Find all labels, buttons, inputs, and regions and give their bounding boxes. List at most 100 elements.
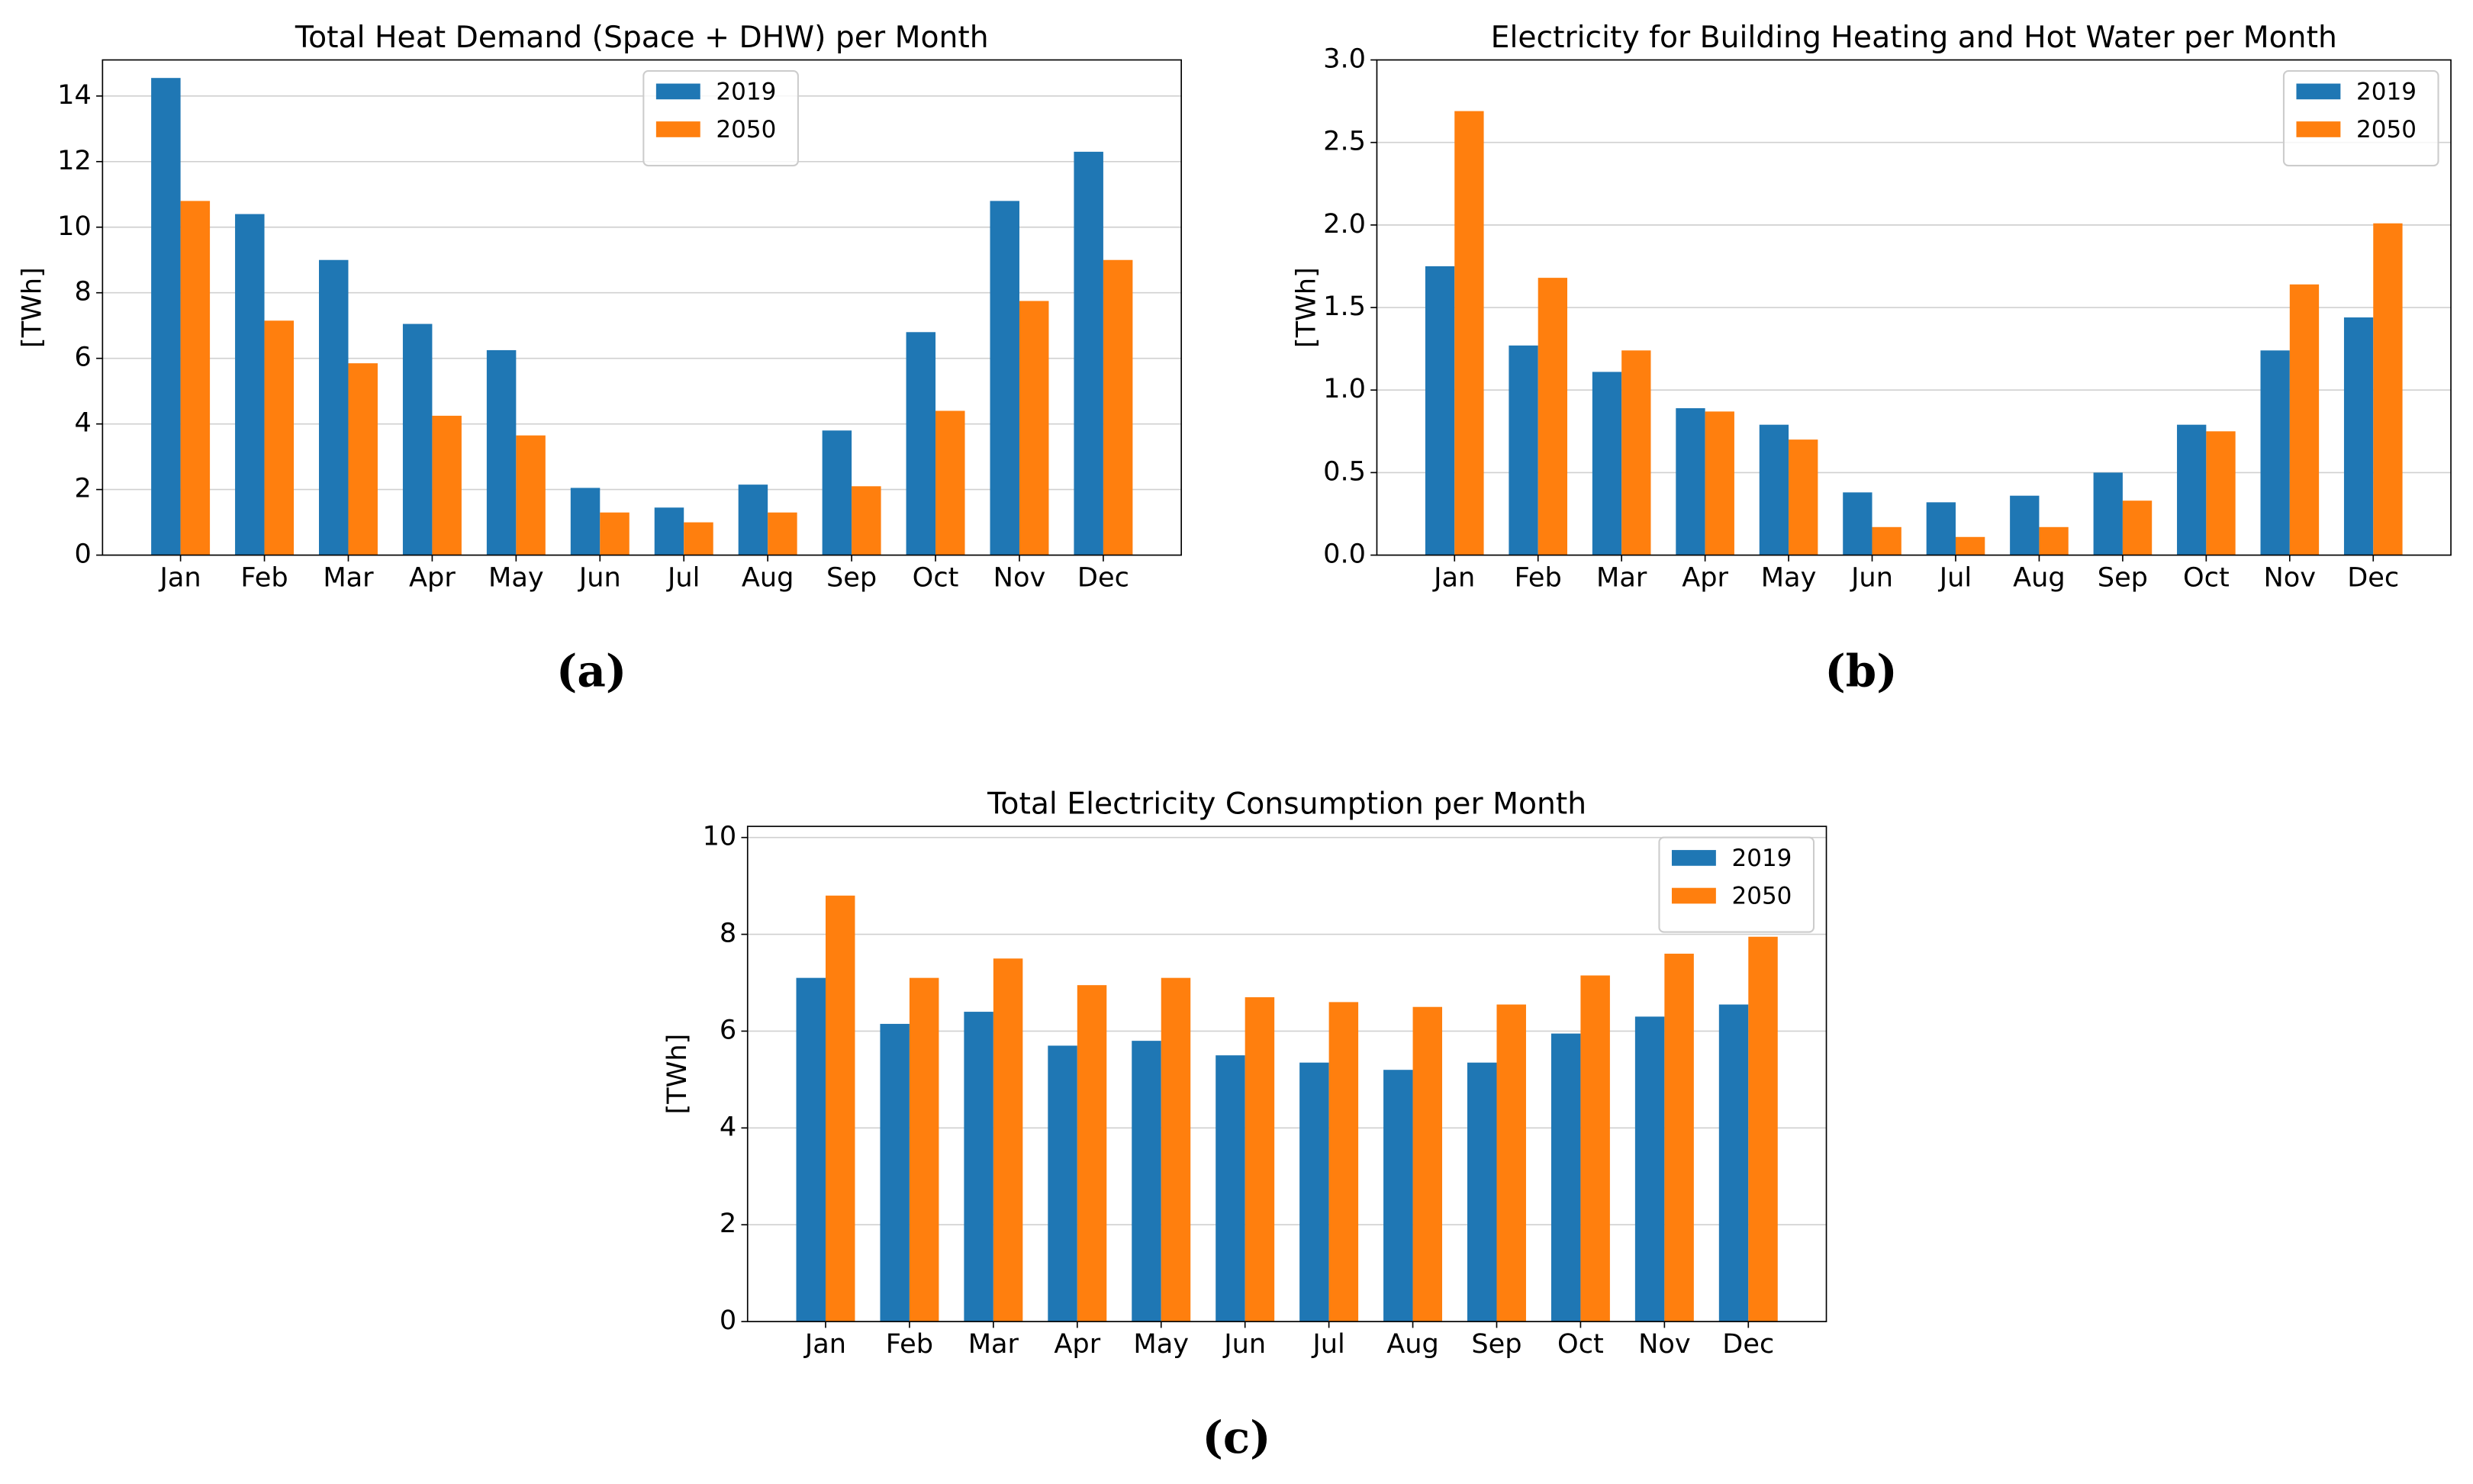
legend-swatch	[1671, 850, 1716, 866]
y-tick-label: 2	[75, 473, 92, 504]
bar	[1245, 997, 1275, 1322]
bar	[516, 435, 546, 555]
bar	[935, 410, 965, 555]
chart-title: Total Heat Demand (Space + DHW) per Mont…	[295, 21, 989, 55]
bar	[2122, 501, 2153, 555]
bar	[2260, 350, 2290, 555]
bar	[993, 958, 1023, 1322]
bar	[1705, 411, 1734, 555]
bar	[1103, 259, 1133, 555]
x-tick-label: Apr	[1682, 562, 1728, 594]
y-tick-label: 6	[720, 1014, 736, 1045]
bar	[654, 507, 684, 555]
y-tick-label: 0	[720, 1305, 736, 1336]
x-tick-label: May	[1133, 1328, 1189, 1360]
x-tick-label: Feb	[886, 1328, 933, 1360]
legend-swatch	[655, 121, 700, 137]
y-tick-label: 8	[720, 918, 736, 949]
y-tick-label: 1.5	[1323, 291, 1366, 322]
bar	[1664, 953, 1694, 1322]
x-tick-label: Sep	[1471, 1328, 1521, 1360]
bar	[486, 349, 517, 555]
bar	[600, 512, 630, 555]
bar	[570, 488, 601, 555]
bar	[180, 201, 211, 555]
x-tick-label: Nov	[1638, 1328, 1691, 1360]
x-tick-label: Nov	[993, 562, 1046, 594]
x-tick-label: Sep	[2098, 562, 2148, 594]
bar	[1926, 502, 1956, 555]
x-tick-label: Apr	[409, 562, 456, 594]
bar	[151, 78, 181, 555]
x-tick-label: Jul	[1311, 1328, 1344, 1360]
x-tick-label: Dec	[2347, 562, 2399, 594]
y-tick-label: 1.0	[1323, 373, 1366, 404]
bar	[1509, 345, 1538, 555]
panel-caption: (c)	[1203, 1412, 1271, 1463]
bar	[990, 201, 1019, 555]
x-tick-label: Apr	[1054, 1328, 1100, 1360]
bar	[2289, 284, 2320, 555]
bar	[1077, 985, 1107, 1322]
bar	[1955, 536, 1985, 555]
legend-label: 2050	[2356, 116, 2417, 143]
x-tick-label: Jun	[1850, 562, 1893, 594]
bar	[825, 895, 855, 1322]
bar	[235, 214, 265, 555]
x-tick-label: Jan	[159, 562, 201, 594]
x-tick-label: Jan	[803, 1328, 846, 1360]
x-tick-label: Mar	[1596, 562, 1647, 594]
bar	[402, 324, 433, 555]
y-tick-label: 4	[720, 1111, 736, 1142]
plot-frame	[746, 826, 1827, 1322]
bar	[822, 430, 852, 555]
bar	[1718, 1004, 1749, 1322]
y-tick-label: 6	[75, 342, 92, 373]
bar	[738, 484, 768, 555]
x-tick-label: Dec	[1722, 1328, 1774, 1360]
bar	[2343, 317, 2374, 555]
bar	[1621, 350, 1651, 555]
x-tick-label: Sep	[826, 562, 877, 594]
bar	[1132, 1041, 1161, 1322]
y-tick-label: 3.0	[1323, 43, 1366, 75]
bar	[1412, 1006, 1443, 1322]
x-tick-label: Feb	[240, 562, 288, 594]
x-tick-label: Oct	[913, 562, 959, 594]
y-axis-label: [TWh]	[1291, 267, 1322, 348]
bar	[1759, 424, 1789, 555]
bar	[2039, 526, 2069, 555]
bar	[348, 363, 378, 555]
y-tick-label: 4	[75, 407, 92, 439]
x-tick-label: May	[488, 562, 544, 594]
x-tick-label: Nov	[2264, 562, 2317, 594]
bar	[1454, 111, 1484, 555]
bar	[264, 320, 295, 555]
y-tick-label: 0	[75, 539, 92, 570]
bar	[1538, 278, 1568, 555]
bar	[1592, 372, 1622, 555]
legend-swatch	[655, 83, 700, 100]
bar	[852, 486, 881, 555]
bar	[906, 332, 936, 555]
bar	[1872, 526, 1901, 555]
chart-title: Electricity for Building Heating and Hot…	[1491, 21, 2337, 55]
y-tick-label: 12	[57, 145, 92, 176]
y-axis-label: [TWh]	[662, 1034, 693, 1115]
x-tick-label: Mar	[323, 562, 374, 594]
y-tick-label: 10	[57, 211, 92, 242]
bar	[319, 259, 349, 555]
bar	[2010, 495, 2040, 555]
legend-label: 2050	[1732, 883, 1792, 910]
bar	[1789, 439, 1818, 555]
y-tick-label: 8	[75, 276, 92, 307]
bar	[1634, 1016, 1665, 1322]
x-tick-label: Jan	[1432, 562, 1475, 594]
bar	[768, 512, 797, 555]
chart: Total Electricity Consumption per Month […	[662, 787, 1827, 1463]
bar	[1328, 1002, 1359, 1322]
y-tick-label: 0.0	[1323, 539, 1366, 570]
bar	[1843, 492, 1872, 555]
bar	[1299, 1062, 1329, 1322]
